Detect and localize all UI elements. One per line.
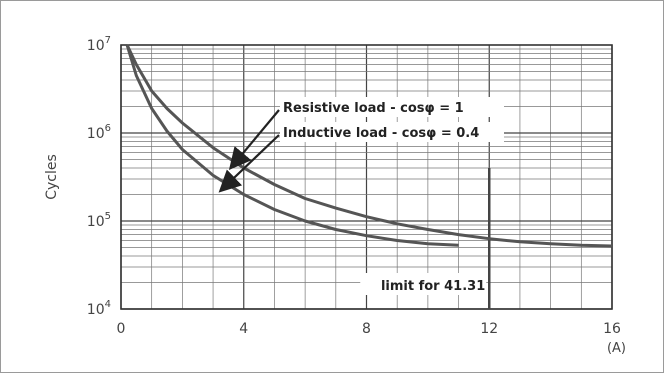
- series-arrow-2: [218, 134, 280, 193]
- y-tick-label: 106: [87, 123, 111, 142]
- series-curves: [125, 44, 613, 248]
- series-arrow-1: [228, 109, 280, 171]
- x-tick-label: 8: [362, 321, 371, 337]
- series-line-1: [125, 44, 613, 248]
- x-tick-label: 4: [239, 321, 248, 337]
- series-label-bg: [280, 122, 504, 142]
- y-tick-label: 104: [87, 299, 111, 318]
- y-tick-labels: 104 105 106 107: [87, 35, 111, 318]
- x-tick-label: 16: [603, 321, 621, 337]
- limit-label: limit for 41.31: [381, 279, 485, 294]
- series-label-2: Inductive load - cosφ = 0.4: [283, 126, 479, 141]
- x-tick-label: 0: [117, 321, 126, 337]
- series-line-2: [125, 44, 459, 247]
- x-tick-labels: 0 4 8 12 16: [117, 321, 621, 337]
- limit-label-bg: [360, 273, 487, 295]
- y-tick-label: 107: [87, 35, 111, 54]
- grid: [120, 44, 613, 310]
- plot-border: [120, 44, 613, 310]
- series-label-bg: [280, 97, 504, 117]
- series-label-1: Resistive load - cosφ = 1: [283, 101, 464, 116]
- y-axis-label: Cycles: [44, 154, 60, 200]
- x-tick-label: 12: [480, 321, 498, 337]
- x-unit-label: (A): [607, 341, 626, 356]
- y-tick-label: 105: [87, 211, 111, 230]
- series-labels: Resistive load - cosφ = 1 Inductive load …: [218, 97, 504, 193]
